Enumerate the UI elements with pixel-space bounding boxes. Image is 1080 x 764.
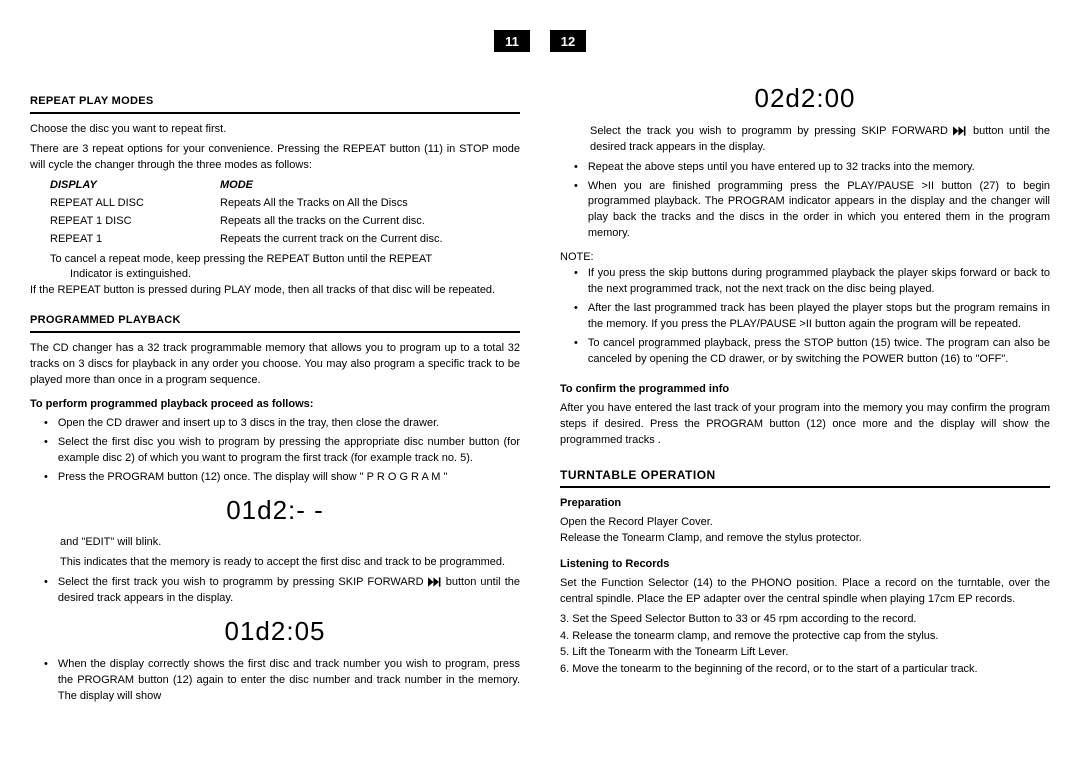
b4-part1: Select the first track you wish to progr… (58, 576, 428, 588)
listen-intro: Set the Function Selector (14) to the PH… (560, 576, 1050, 608)
cont-part1: Select the track you wish to programm by… (590, 125, 953, 137)
right-column: 02d2:00 Select the track you wish to pro… (560, 80, 1050, 708)
list-item: If you press the skip buttons during pro… (560, 266, 1050, 298)
cancel-line-1: To cancel a repeat mode, keep pressing t… (50, 252, 520, 268)
after1a: and "EDIT" will blink. (60, 535, 520, 551)
repeat-mode-cell: Repeats all the tracks on the Current di… (220, 214, 425, 230)
page-number-bar: 11 12 (494, 30, 586, 52)
list-item: Open the CD drawer and insert up to 3 di… (30, 416, 520, 432)
list-item: After the last programmed track has been… (560, 301, 1050, 333)
bullet-text: Press the PROGRAM button (12) once. The … (58, 470, 448, 486)
step: 3. Set the Speed Selector Button to 33 o… (560, 612, 1050, 628)
table-row: REPEAT 1 Repeats the current track on th… (50, 232, 520, 248)
repeat-intro-1: Choose the disc you want to repeat first… (30, 122, 520, 138)
step: 4. Release the tonearm clamp, and remove… (560, 629, 1050, 645)
section-repeat-play-modes: REPEAT PLAY MODES (30, 94, 520, 114)
skip-forward-icon (953, 126, 967, 136)
repeat-cancel-note: To cancel a repeat mode, keep pressing t… (50, 252, 520, 284)
list-item: To cancel programmed playback, press the… (560, 336, 1050, 368)
repeat-mode-table: DISPLAY MODE REPEAT ALL DISC Repeats All… (50, 178, 520, 248)
prep-subhead: Preparation (560, 496, 1050, 512)
list-item: When the display correctly shows the fir… (30, 657, 520, 705)
table-head-mode: MODE (220, 178, 253, 194)
bullet-text: Repeat the above steps until you have en… (588, 160, 975, 176)
lcd-display-1: 01d2:- - (30, 492, 520, 530)
repeat-display-cell: REPEAT ALL DISC (50, 196, 220, 212)
bullet-text: Select the first disc you wish to progra… (58, 435, 520, 467)
bullet-text: Open the CD drawer and insert up to 3 di… (58, 416, 439, 432)
listen-subhead: Listening to Records (560, 557, 1050, 573)
cancel-line-2: Indicator is extinguished. (70, 267, 520, 283)
step: 6. Move the tonearm to the beginning of … (560, 662, 1050, 678)
table-head-display: DISPLAY (50, 178, 220, 194)
list-item: Select the first track you wish to progr… (30, 575, 520, 607)
repeat-press-note: If the REPEAT button is pressed during P… (30, 283, 520, 299)
bullet-text: When you are finished programming press … (588, 179, 1050, 243)
confirm-body: After you have entered the last track of… (560, 401, 1050, 449)
after1b: This indicates that the memory is ready … (60, 555, 520, 571)
list-item: When you are finished programming press … (560, 179, 1050, 243)
list-item: Select the first disc you wish to progra… (30, 435, 520, 467)
after-display-text: and "EDIT" will blink. This indicates th… (30, 535, 520, 571)
repeat-mode-cell: Repeats the current track on the Current… (220, 232, 443, 248)
bullet-text: When the display correctly shows the fir… (58, 657, 520, 705)
programmed-subhead: To perform programmed playback proceed a… (30, 397, 520, 413)
programmed-intro: The CD changer has a 32 track programmab… (30, 341, 520, 389)
bullet-text: Select the first track you wish to progr… (58, 575, 520, 607)
repeat-display-cell: REPEAT 1 DISC (50, 214, 220, 230)
prep-line-2: Release the Tonearm Clamp, and remove th… (560, 531, 1050, 547)
list-item: Repeat the above steps until you have en… (560, 160, 1050, 176)
lcd-display-top: 02d2:00 (560, 80, 1050, 118)
left-column: REPEAT PLAY MODES Choose the disc you wa… (30, 80, 520, 708)
step: 5. Lift the Tonearm with the Tonearm Lif… (560, 645, 1050, 661)
list-item: Press the PROGRAM button (12) once. The … (30, 470, 520, 486)
bullet-text: After the last programmed track has been… (588, 301, 1050, 333)
numbered-steps: 3. Set the Speed Selector Button to 33 o… (560, 612, 1050, 679)
table-row: REPEAT ALL DISC Repeats All the Tracks o… (50, 196, 520, 212)
repeat-mode-cell: Repeats All the Tracks on All the Discs (220, 196, 408, 212)
section-programmed-playback: PROGRAMMED PLAYBACK (30, 313, 520, 333)
repeat-display-cell: REPEAT 1 (50, 232, 220, 248)
prep-line-1: Open the Record Player Cover. (560, 515, 1050, 531)
repeat-intro-2: There are 3 repeat options for your conv… (30, 142, 520, 174)
page-number-left: 11 (494, 30, 530, 52)
page-number-right: 12 (550, 30, 586, 52)
bullet-text: To cancel programmed playback, press the… (588, 336, 1050, 368)
table-row: REPEAT 1 DISC Repeats all the tracks on … (50, 214, 520, 230)
note-label: NOTE: (560, 250, 1050, 266)
skip-forward-icon (428, 577, 442, 587)
section-turntable: TURNTABLE OPERATION (560, 467, 1050, 488)
lcd-display-2: 01d2:05 (30, 613, 520, 651)
continuation-text: Select the track you wish to programm by… (560, 124, 1050, 156)
confirm-subhead: To confirm the programmed info (560, 382, 1050, 398)
bullet-text: If you press the skip buttons during pro… (588, 266, 1050, 298)
